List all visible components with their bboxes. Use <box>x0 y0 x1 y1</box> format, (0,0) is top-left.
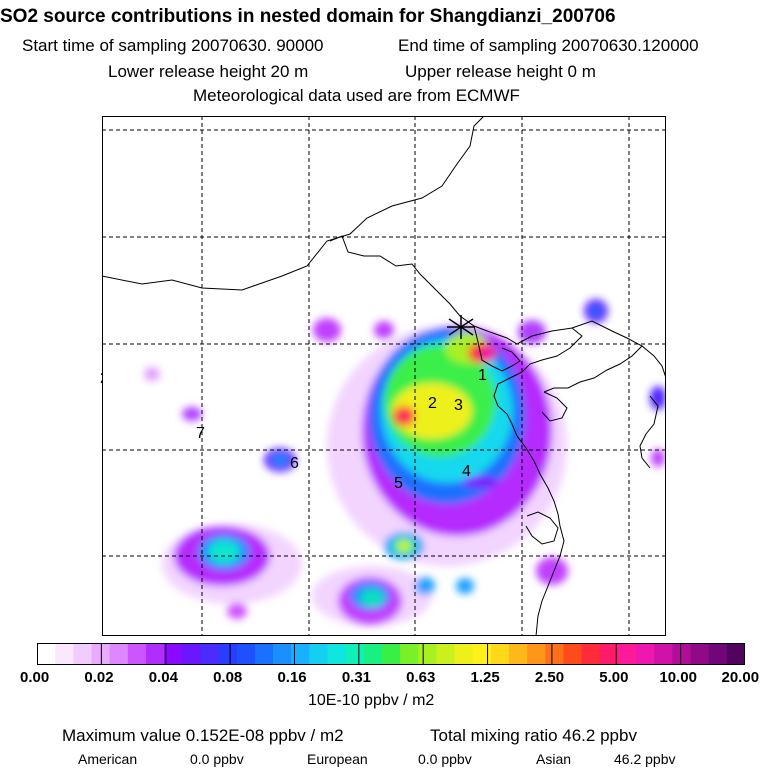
colorbar-tick-label: 0.31 <box>341 669 372 686</box>
end-time: End time of sampling 20070630.120000 <box>398 36 699 55</box>
colorbar-cell <box>563 643 583 665</box>
asian-label: Asian <box>536 751 572 767</box>
region-label-1: 1 <box>478 367 487 384</box>
colorbar-cell <box>55 643 74 665</box>
colorbar-cell <box>345 643 365 665</box>
region-label-5: 5 <box>394 475 403 492</box>
colorbar-cell <box>200 643 220 665</box>
colorbar-tick-label: 0.63 <box>406 669 436 686</box>
colorbar-tick-label: 0.16 <box>277 669 307 686</box>
colorbar-cell <box>726 643 745 665</box>
colorbar-cell <box>527 643 546 665</box>
colorbar-cell <box>381 643 401 665</box>
total-mixing-ratio: Total mixing ratio 46.2 ppbv <box>430 726 637 745</box>
colorbar-tick-label: 10.00 <box>659 669 697 686</box>
colorbar-cell <box>309 643 329 665</box>
colorbar-cell <box>654 643 673 665</box>
european-value: 0.0 ppbv <box>418 751 472 767</box>
colorbar-tick-label: 0.08 <box>213 669 243 686</box>
colorbar-cell <box>236 643 256 665</box>
colorbar-cell <box>400 643 419 665</box>
colorbar-tick-label: 0.04 <box>148 669 178 686</box>
colorbar-cell <box>672 643 692 665</box>
colorbar-cell <box>363 643 383 665</box>
colorbar-cell <box>436 643 456 665</box>
region-label-7: 7 <box>196 425 205 442</box>
upper-release-height: Upper release height 0 m <box>405 62 596 81</box>
colorbar-cell <box>145 643 165 665</box>
colorbar-cell <box>509 643 528 665</box>
map-frame <box>102 116 666 636</box>
start-time: Start time of sampling 20070630. 90000 <box>22 36 324 55</box>
colorbar-cell <box>490 643 510 665</box>
colorbar-cell <box>581 643 601 665</box>
american-label: American <box>78 751 138 767</box>
colorbar-cell <box>454 643 474 665</box>
colorbar-tick-label: 20.00 <box>721 669 760 686</box>
region-label-3: 3 <box>454 397 463 414</box>
colorbar-cell <box>37 643 56 665</box>
concentration-map: 1 2 3 4 5 6 7 <box>102 116 666 636</box>
colorbar-cell <box>418 643 437 665</box>
colorbar-cell <box>617 643 637 665</box>
colorbar-cell <box>127 643 147 665</box>
colorbar-cell <box>273 643 292 665</box>
colorbar-cell <box>545 643 565 665</box>
colorbar-cell <box>636 643 655 665</box>
region-label-2: 2 <box>428 395 437 412</box>
coastlines <box>102 116 666 636</box>
colorbar-cell <box>472 643 492 665</box>
colorbar-cell <box>109 643 129 665</box>
colorbar-cell <box>599 643 619 665</box>
colorbar-units: 10E-10 ppbv / m2 <box>308 692 435 709</box>
colorbar-tick-label: 1.25 <box>470 669 500 686</box>
colorbar-cell <box>218 643 238 665</box>
plume-field <box>144 299 666 626</box>
colorbar-cell <box>690 643 710 665</box>
colorbar-tick-label: 0.02 <box>84 669 114 686</box>
region-label-4: 4 <box>462 463 471 480</box>
colorbar-cell <box>73 643 93 665</box>
colorbar-cell <box>327 643 347 665</box>
american-value: 0.0 ppbv <box>190 751 244 767</box>
station-marker <box>447 315 475 339</box>
colorbar-tick-label: 5.00 <box>599 669 629 686</box>
colorbar-cell <box>708 643 728 665</box>
lat-lon-grid <box>102 116 666 636</box>
meteorological-source: Meteorological data used are from ECMWF <box>193 86 520 105</box>
colorbar-cell <box>291 643 310 665</box>
maximum-value: Maximum value 0.152E-08 ppbv / m2 <box>62 726 344 745</box>
lower-release-height: Lower release height 20 m <box>108 62 309 81</box>
colorbar-cell <box>254 643 274 665</box>
region-label-6: 6 <box>290 455 299 472</box>
colorbar <box>37 643 745 665</box>
colorbar-cell <box>91 643 111 665</box>
page-title: SO2 source contributions in nested domai… <box>0 6 616 27</box>
colorbar-tick-label: 2.50 <box>534 669 565 686</box>
colorbar-tick-label: 0.00 <box>20 669 50 686</box>
european-label: European <box>307 751 368 767</box>
asian-value: 46.2 ppbv <box>614 751 676 767</box>
colorbar-cell <box>164 643 183 665</box>
colorbar-cell <box>182 643 201 665</box>
